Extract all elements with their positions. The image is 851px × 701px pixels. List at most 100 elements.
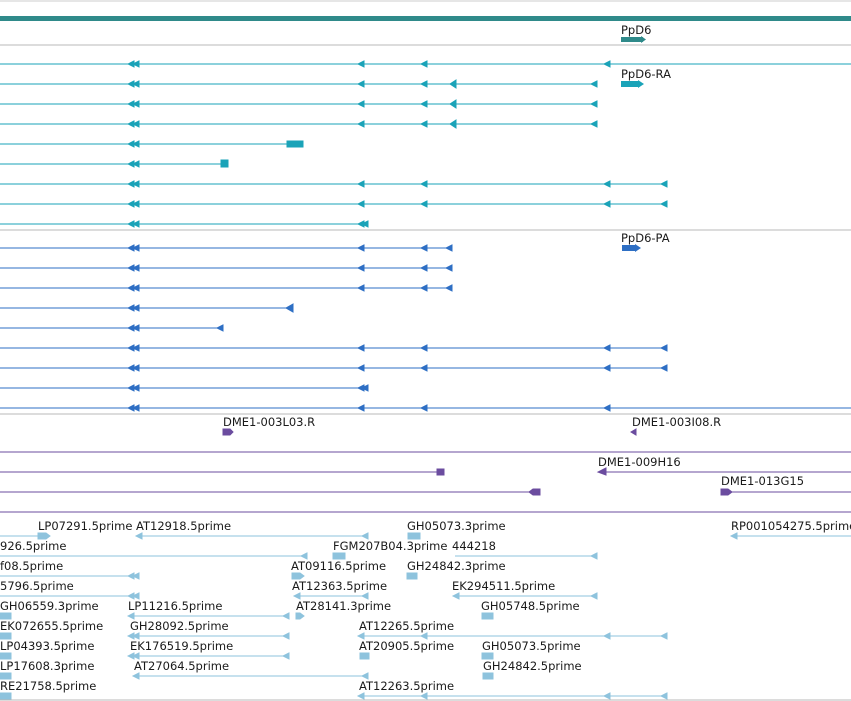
est-marker: [659, 632, 668, 640]
est-block[interactable]: [406, 572, 418, 580]
exon-arrow: [131, 120, 140, 128]
exon-arrow: [356, 100, 365, 108]
exon-arrow: [419, 60, 428, 68]
est-label: RE21758.5prime: [0, 679, 96, 693]
protein-pa-arrow: [635, 244, 641, 252]
est-block[interactable]: [0, 612, 12, 620]
est-block[interactable]: [359, 652, 370, 660]
exon-arrow: [419, 180, 428, 188]
est-label: AT20905.5prime: [359, 639, 454, 653]
est-label: GH05073.5prime: [482, 639, 581, 653]
exon-arrow: [131, 60, 140, 68]
est-label: 444218: [452, 539, 496, 553]
est-marker: [134, 532, 143, 540]
est-marker: [419, 692, 428, 700]
est-label: AT12265.5prime: [359, 619, 454, 633]
gene-label: PpD6: [621, 23, 651, 37]
exon-arrow: [131, 100, 140, 108]
exon-arrow: [131, 304, 140, 312]
exon-arrow: [356, 404, 365, 412]
exon-arrow: [444, 264, 453, 272]
est-block[interactable]: [0, 692, 12, 700]
est-marker: [419, 632, 428, 640]
exon-arrow: [419, 100, 428, 108]
est-marker: [131, 672, 140, 680]
est-label: GH05073.3prime: [407, 519, 506, 533]
est-label: AT27064.5prime: [134, 659, 229, 673]
clone-track: DME1-003L03.R DME1-003I08.R DME1-009H16 …: [0, 415, 851, 513]
est-marker: [360, 592, 369, 600]
est-marker: [131, 652, 140, 660]
exon-arrow: [419, 200, 428, 208]
est-label: EK072655.5prime: [0, 619, 103, 633]
est-label: AT12918.5prime: [136, 519, 231, 533]
exon-arrow: [602, 60, 611, 68]
est-label: EK294511.5prime: [452, 579, 555, 593]
est-marker: [292, 592, 301, 600]
transcript-ra-marker[interactable]: [621, 81, 639, 87]
est-label: LP17608.3prime: [0, 659, 94, 673]
clone-label: DME1-009H16: [598, 455, 681, 469]
est-block[interactable]: [481, 652, 494, 660]
exon-arrow: [419, 120, 428, 128]
exon-arrow: [131, 220, 140, 228]
exon-arrow: [419, 364, 428, 372]
est-marker: [360, 672, 369, 680]
est-marker: [299, 552, 308, 560]
exon-arrow: [131, 244, 140, 252]
gene-span-bar[interactable]: [0, 16, 851, 21]
est-label: AT12263.5prime: [359, 679, 454, 693]
transcript-ra-arrow: [638, 80, 644, 88]
exon-block: [449, 119, 457, 129]
protein-track: [0, 244, 851, 412]
est-label: EK176519.5prime: [130, 639, 233, 653]
exon-arrow: [356, 344, 365, 352]
exon-block: [220, 159, 229, 168]
est-block[interactable]: [481, 612, 494, 620]
exon-arrow: [602, 180, 611, 188]
est-marker: [602, 692, 611, 700]
exon-arrow: [131, 80, 140, 88]
exon-arrow: [131, 344, 140, 352]
est-marker: [451, 592, 460, 600]
est-block[interactable]: [0, 652, 12, 660]
protein-pa-marker[interactable]: [622, 245, 636, 251]
clone-marker[interactable]: [630, 428, 637, 436]
exon-arrow: [602, 344, 611, 352]
clone-label: DME1-013G15: [721, 474, 804, 488]
est-label: GH28092.5prime: [130, 619, 229, 633]
est-marker: [37, 532, 51, 540]
est-block[interactable]: [407, 532, 421, 540]
est-marker: [126, 612, 135, 620]
gene-marker[interactable]: [621, 37, 643, 42]
clone-marker: [596, 467, 607, 476]
exon-arrow: [589, 120, 598, 128]
est-marker: [589, 552, 598, 560]
est-label: AT12363.5prime: [292, 579, 387, 593]
exon-arrow: [356, 80, 365, 88]
est-marker: [360, 532, 369, 540]
exon-arrow: [131, 140, 140, 148]
est-label: AT09116.5prime: [291, 559, 386, 573]
est-label: 5796.5prime: [0, 579, 74, 593]
est-marker[interactable]: [291, 572, 305, 580]
est-label: GH24842.3prime: [407, 559, 506, 573]
exon-arrow: [131, 160, 140, 168]
est-block[interactable]: [0, 632, 12, 640]
exon-arrow: [419, 80, 428, 88]
est-marker[interactable]: [295, 612, 305, 620]
clone-label: DME1-003L03.R: [223, 415, 315, 429]
est-block[interactable]: [0, 672, 12, 680]
exon-arrow: [419, 344, 428, 352]
exon-arrow: [444, 284, 453, 292]
exon-arrow: [659, 180, 668, 188]
est-block[interactable]: [482, 672, 494, 680]
clone-marker[interactable]: [222, 428, 234, 436]
exon-arrow: [131, 384, 140, 392]
est-marker: [281, 612, 290, 620]
est-block[interactable]: [332, 552, 346, 560]
est-marker: [131, 632, 140, 640]
exon-arrow: [589, 100, 598, 108]
exon-arrow: [419, 244, 428, 252]
exon-arrow: [131, 324, 140, 332]
